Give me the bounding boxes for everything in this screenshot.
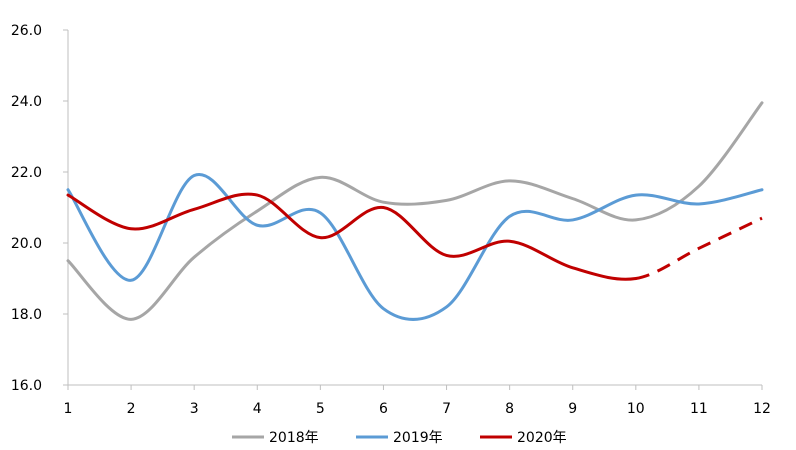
y-tick-label: 18.0 [11,307,42,323]
y-tick-label: 26.0 [11,23,42,39]
x-ticks: 1 2 3 4 5 6 7 8 9 10 11 12 [64,385,771,417]
y-tick-label: 22.0 [11,165,42,181]
y-tick-label: 16.0 [11,378,42,394]
x-tick-label: 1 [64,401,73,417]
series-2-line [66,173,764,321]
x-tick-label: 5 [316,401,325,417]
legend: 2018年 2019年 2020年 [232,430,567,446]
legend-label: 2018年 [269,430,319,446]
x-tick-label: 12 [753,401,771,417]
series-3-line-solid [66,192,638,281]
y-tick-label: 24.0 [11,94,42,110]
x-tick-label: 2 [127,401,136,417]
x-tick-label: 7 [442,401,451,417]
legend-label: 2019年 [393,430,443,446]
series-1-line [66,101,764,321]
axes [67,30,762,386]
x-tick-label: 3 [190,401,199,417]
series-layer [66,101,764,321]
x-tick-label: 6 [379,401,388,417]
x-tick-label: 9 [568,401,577,417]
y-tick-label: 20.0 [11,236,42,252]
y-ticks: 16.0 18.0 20.0 22.0 24.0 26.0 [11,23,68,394]
x-tick-label: 4 [253,401,262,417]
legend-label: 2020年 [517,430,567,446]
x-tick-label: 11 [690,401,708,417]
x-tick-label: 8 [505,401,514,417]
x-tick-label: 10 [627,401,645,417]
series-3-line-dashed [635,216,763,280]
